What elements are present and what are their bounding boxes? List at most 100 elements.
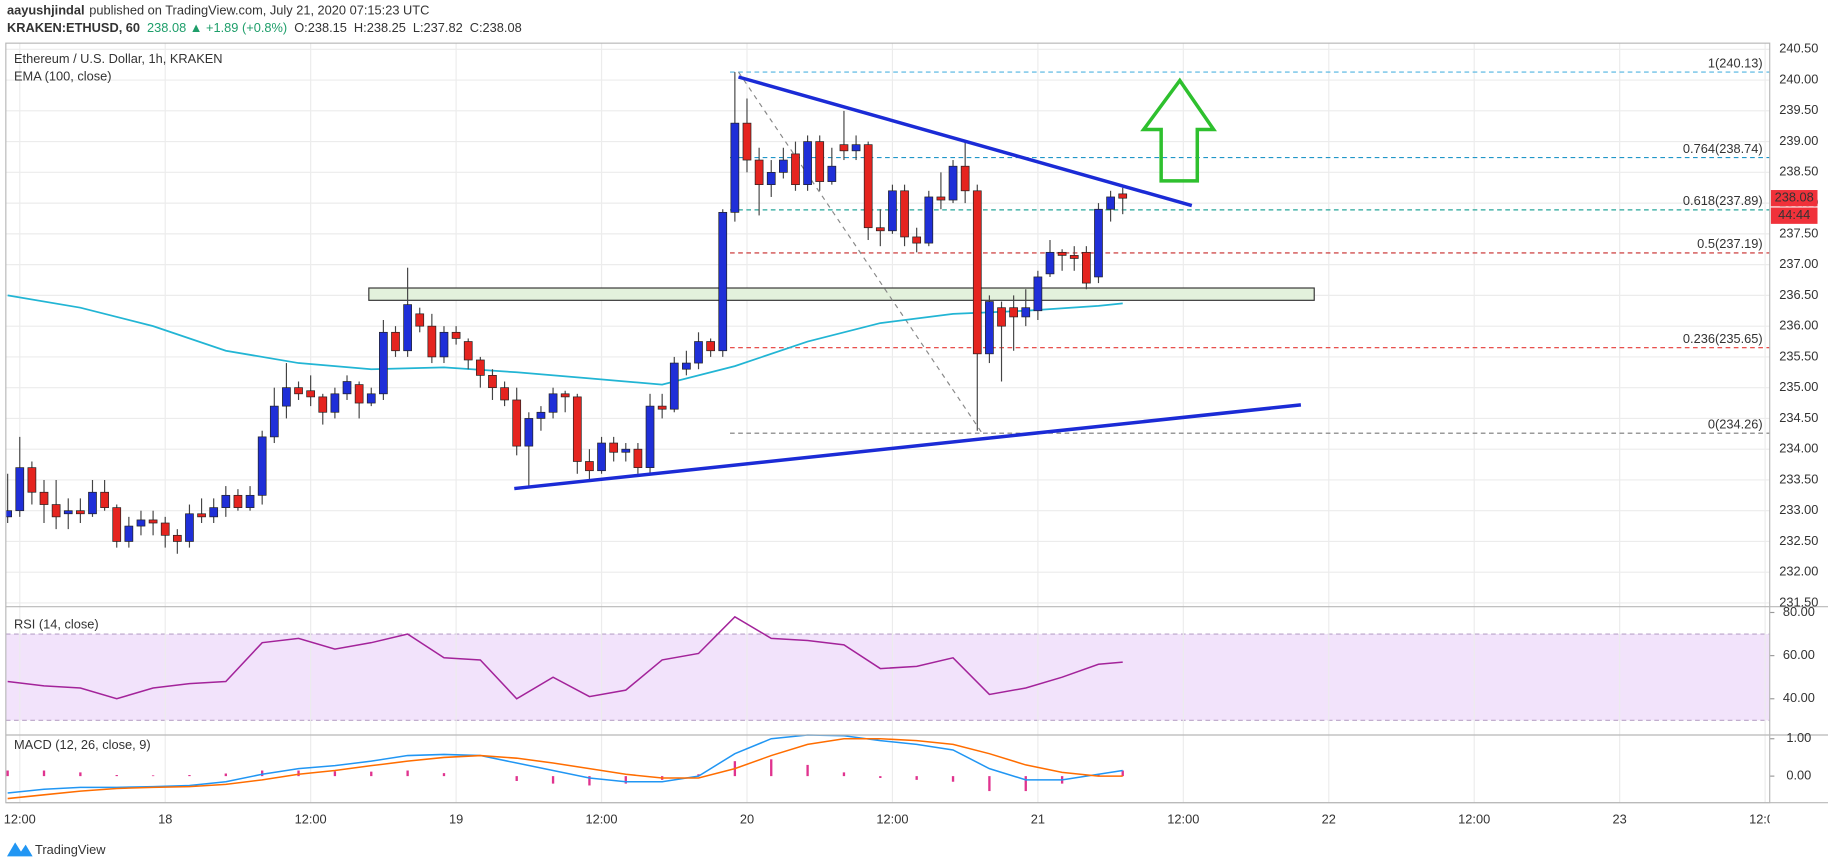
candle-body [779, 159, 788, 173]
candle-body [694, 341, 703, 364]
candle-body [548, 393, 558, 413]
rsi-line [7, 615, 1123, 700]
candle-body [136, 519, 146, 527]
fib-label: 0.236(235.65) [1683, 331, 1763, 346]
x-tick-label: 12:00 [4, 812, 36, 827]
chart-title: Ethereum / U.S. Dollar, 1h, KRAKEN [14, 51, 223, 66]
candle-body [488, 375, 497, 389]
candle-body [63, 510, 73, 515]
candle-body [39, 491, 49, 505]
x-tick-label: 12:00 [1749, 812, 1781, 827]
histogram-bar [1097, 774, 1100, 777]
candle-body [330, 393, 340, 413]
candle-body [791, 153, 800, 186]
change: 238.08 ▲ +1.89 (+0.8%) [147, 21, 287, 36]
y-tick-label: 239.50 [1779, 102, 1818, 117]
candle-body [172, 534, 182, 542]
pane-title: RSI (14, close) [14, 617, 99, 632]
candle-body [112, 507, 122, 542]
candle-body [851, 144, 861, 152]
y-tick-label: 80.00 [1783, 604, 1815, 619]
candle-body [451, 331, 461, 339]
y-tick-label: 236.50 [1779, 287, 1818, 302]
macd-line [7, 737, 1123, 800]
candle-body [827, 165, 837, 182]
candle-body [15, 467, 25, 512]
histogram-bar [1024, 776, 1027, 792]
candle-body [609, 442, 619, 453]
candle-body [1021, 307, 1031, 318]
candle-body [100, 491, 109, 508]
candle-body [403, 304, 412, 352]
x-tick-label: 21 [1031, 812, 1045, 827]
candle-body [718, 211, 728, 352]
trendline [738, 75, 1193, 208]
candle-body [51, 504, 61, 518]
candle-body [245, 494, 255, 508]
candle-body [1069, 255, 1079, 259]
candle-body [391, 331, 400, 352]
candle-body [1094, 208, 1103, 278]
y-tick-label: 235.00 [1779, 379, 1818, 394]
author: aayushjindal [7, 3, 85, 18]
candle-body [536, 411, 546, 419]
candle-body [318, 396, 328, 413]
trendline [514, 403, 1302, 491]
candle-body [427, 325, 437, 358]
histogram-bar [151, 775, 155, 777]
candle-body [948, 165, 958, 201]
candle-body [669, 362, 679, 410]
published: published on TradingView.com, July 21, 2… [89, 3, 429, 18]
y-tick-label: 234.00 [1779, 441, 1818, 456]
ohlc-close: C:238.08 [470, 21, 522, 36]
x-tick-label: 12:00 [876, 812, 908, 827]
candle-body [924, 196, 934, 244]
candle-body [960, 165, 970, 192]
candle-body [5, 510, 12, 518]
histogram-bar [188, 775, 191, 777]
candle-body [439, 331, 449, 358]
histogram-bar [806, 764, 809, 777]
histogram-bar [915, 776, 918, 780]
x-tick-label: 18 [158, 812, 172, 827]
candle-body [27, 467, 37, 493]
candle-body [875, 227, 885, 232]
x-tick-label: 20 [740, 812, 754, 827]
candle-body [1118, 193, 1128, 199]
logo-icon [6, 842, 33, 857]
candle-body [500, 387, 509, 401]
candle-body [1033, 276, 1043, 312]
candle-body [754, 159, 764, 186]
price-labels: 231.50 232.00 232.50 233.00 233.50 234.00 234.… [1770, 41, 1818, 783]
candle-body [294, 387, 303, 395]
last-price-box [1770, 190, 1818, 207]
time-axis: 12:00 18 12:00 19 12:00 20 12:00 21 12:00 22 12:00… [4, 812, 1781, 827]
candle-body [475, 359, 485, 376]
y-tick-label: 234.50 [1779, 410, 1818, 425]
fib-label: 0.618(237.89) [1683, 193, 1763, 208]
histogram-bar [624, 776, 627, 784]
candle-body [742, 122, 752, 161]
candle-body [657, 405, 667, 410]
candle-body [379, 331, 388, 395]
candle-body [1082, 251, 1091, 284]
candle-body [863, 144, 873, 229]
candle-body [463, 341, 473, 361]
histogram-bar [297, 770, 300, 777]
histogram-bar [261, 770, 264, 777]
x-tick-label: 23 [1613, 812, 1627, 827]
histogram-bar [224, 773, 227, 777]
x-tick-label: 12:00 [295, 812, 327, 827]
candle-body [815, 141, 825, 182]
histogram-bar [842, 772, 846, 777]
candle-body [645, 405, 655, 468]
resistance-zone [368, 287, 1315, 301]
candle-body [803, 141, 812, 186]
histogram-bar [370, 771, 373, 777]
candle-body [585, 461, 594, 472]
arrow-annotation [1140, 77, 1217, 183]
candle-body [888, 190, 897, 232]
countdown-box [1770, 207, 1818, 224]
